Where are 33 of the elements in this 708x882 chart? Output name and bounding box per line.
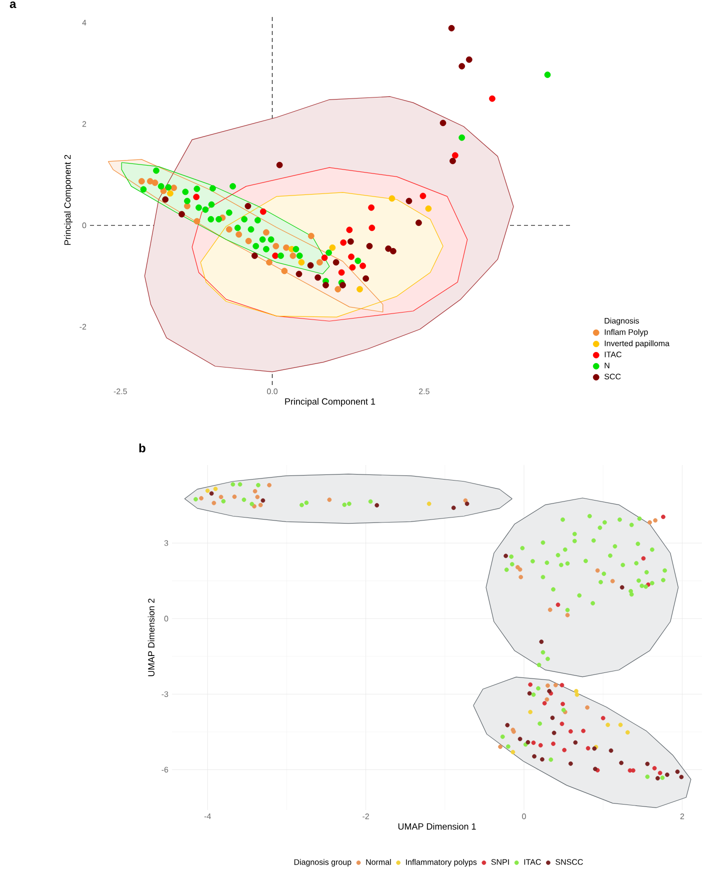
x-tick-label: 2.5: [419, 388, 430, 394]
x-axis-title: UMAP Dimension 1: [398, 823, 476, 830]
y-axis-title: UMAP Dimension 2: [148, 598, 154, 676]
x-axis-title: Principal Component 1: [285, 398, 376, 406]
legend-label: N: [604, 362, 610, 368]
x-tick-label: -2.5: [114, 388, 127, 394]
x-tick-label: 2: [680, 814, 684, 820]
y-tick-label: -2: [80, 324, 86, 330]
chart-title: a: [10, 2, 16, 8]
y-axis-title: Principal Component 2: [64, 154, 72, 245]
legend-label: Normal: [366, 859, 391, 865]
y-tick-label: 0: [164, 616, 168, 622]
legend-label: ITAC: [524, 859, 541, 865]
y-tick-label: 4: [82, 20, 86, 26]
legend-label: Inflammatory polyps: [406, 859, 477, 866]
y-tick-label: 0: [82, 222, 86, 228]
legend-label: SNSCC: [556, 859, 583, 865]
y-tick-label: 3: [164, 540, 168, 546]
chart-title: b: [139, 444, 146, 452]
y-tick-label: -6: [162, 766, 168, 773]
legend-label: SCC: [604, 374, 621, 380]
x-tick-label: 0.0: [267, 388, 278, 394]
legend-label: ITAC: [604, 352, 622, 358]
legend-title: Diagnosis: [604, 318, 639, 326]
legend-title: Diagnosis group: [294, 859, 352, 866]
legend-label: Inverted papilloma: [604, 340, 670, 348]
x-tick-label: -4: [204, 814, 211, 820]
x-tick-label: 0: [522, 814, 526, 820]
y-tick-label: 2: [82, 121, 86, 127]
legend-label: SNPI: [491, 859, 509, 865]
x-tick-label: -2: [362, 814, 369, 820]
legend-label: Inflam Polyp: [604, 329, 648, 336]
y-tick-label: -3: [162, 691, 168, 697]
